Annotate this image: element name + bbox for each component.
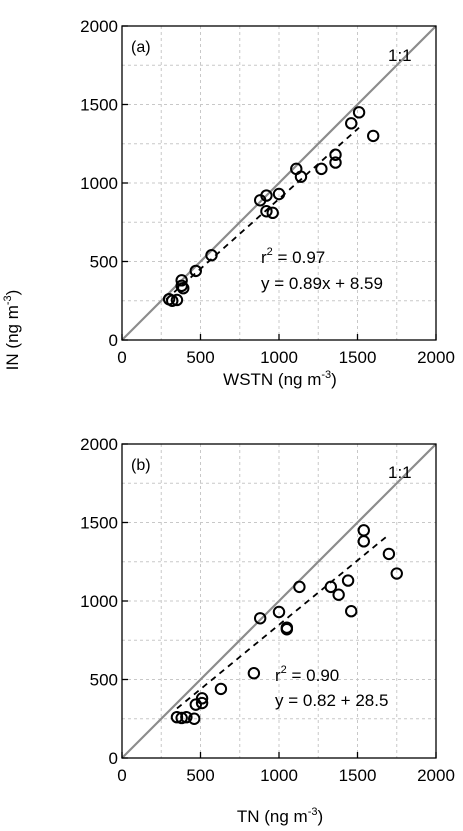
panel-b-identity-line	[121, 443, 437, 759]
panel-a-x-tick-label: 500	[186, 348, 214, 367]
panel-b-data-point	[247, 667, 261, 680]
panel-b-data-point	[390, 567, 403, 580]
panel-b-data-point	[324, 580, 338, 594]
panel-a-x-tick-label: 0	[117, 348, 126, 367]
panel-b-x-axis-label: TN (ng m-3)	[237, 806, 323, 826]
panel-b-x-tick-label: 0	[117, 766, 126, 785]
panel-a-x-tick-label: 1500	[339, 348, 377, 367]
shared-y-axis-label: IN (ng m-3)	[2, 290, 22, 371]
panel-a-y-tick-label: 2000	[80, 17, 118, 36]
panel-b-data-point	[175, 711, 188, 725]
panel-b-tick-labels: 0 500 1000 1500 2000 0 500 1000 1500 2000	[80, 435, 455, 785]
panel-b-y-tick-label: 0	[109, 749, 118, 768]
panel-b-data-point	[357, 535, 370, 548]
panel-a-data-point	[260, 189, 273, 202]
panel-a-y-tick-label: 1500	[80, 96, 118, 115]
panel-a-x-tick-label: 2000	[417, 348, 455, 367]
panel-b-data-point	[214, 682, 228, 696]
panel-b-y-tick-label: 500	[90, 671, 118, 690]
panel-a-data-point	[345, 117, 358, 130]
panel-a: 0 500 1000 1500 2000 0 500 1000 1500 2000 (a) 1:1…	[80, 17, 455, 389]
panel-a-data-point	[352, 106, 366, 119]
panel-a-data-point	[294, 170, 308, 183]
panel-b-x-tick-label: 1500	[339, 766, 377, 785]
shared-y-axis-label-sup: -3	[2, 295, 14, 305]
panel-a-y-tick-label: 500	[90, 253, 118, 272]
panel-b-r2-text: r2 = 0.90	[275, 664, 339, 685]
panel-b-y-tick-label: 1000	[80, 592, 118, 611]
panel-a-data-point	[266, 206, 279, 220]
shared-y-axis-label-tail: )	[3, 290, 22, 296]
panel-b-data-point	[280, 623, 294, 636]
panel-a-r2-text: r2 = 0.97	[261, 246, 325, 267]
panel-b-data-point	[382, 547, 396, 561]
panel-a-tick-labels: 0 500 1000 1500 2000 0 500 1000 1500 2000	[80, 17, 455, 367]
panel-a-equation-text: y = 0.89x + 8.59	[261, 274, 383, 293]
panel-a-data-point	[260, 205, 273, 218]
panel-b-data-point	[357, 524, 370, 537]
panel-a-axes	[121, 25, 437, 341]
panel-b-data-point	[345, 605, 358, 618]
panel-b-points	[170, 524, 403, 725]
panel-b-data-point	[195, 696, 209, 710]
panel-a-data-point	[367, 129, 380, 143]
panel-a-data-point	[329, 148, 342, 161]
panel-a-data-point	[272, 187, 286, 201]
panel-a-data-point	[170, 293, 184, 307]
panel-b-fit-line-group	[176, 533, 390, 710]
panel-b-axes	[121, 443, 437, 759]
panel-a-y-tick-label: 0	[109, 331, 118, 350]
panel-b-data-point	[195, 692, 209, 705]
panel-b-label: (b)	[131, 457, 151, 474]
panel-b-identity-line-group	[121, 443, 437, 759]
shared-y-axis-label-main: IN (ng m	[3, 305, 22, 370]
panel-b-y-tick-label: 1500	[80, 514, 118, 533]
panel-a-data-point	[329, 156, 342, 169]
panel-a-identity-label: 1:1	[388, 46, 412, 65]
panel-a-y-tick-label: 1000	[80, 174, 118, 193]
panel-a-data-point	[177, 281, 190, 295]
panel-b-equation-text: y = 0.82 + 28.5	[275, 691, 388, 710]
panel-b-data-point	[332, 588, 345, 601]
panel-a-label: (a)	[131, 39, 151, 56]
panel-b-y-tick-label: 2000	[80, 435, 118, 454]
panel-a-data-point	[315, 162, 328, 176]
panel-a-data-point	[189, 264, 202, 278]
panel-b-data-point	[293, 580, 306, 594]
panel-a-identity-line-group	[121, 25, 437, 341]
panel-b-grid	[122, 444, 436, 758]
panel-a-identity-line	[121, 25, 437, 341]
panel-b-x-tick-label: 1000	[260, 766, 298, 785]
panel-b-x-tick-label: 2000	[417, 766, 455, 785]
panel-a-points	[162, 106, 380, 307]
panel-b-data-point	[189, 698, 202, 711]
panel-b-fit-line	[176, 533, 390, 710]
panel-b-data-point	[188, 712, 201, 725]
panel-b-data-point	[341, 574, 355, 587]
panel-b-data-point	[253, 612, 267, 625]
panel-b: 0 500 1000 1500 2000 0 500 1000 1500 2000 (b) 1:1…	[80, 435, 455, 826]
panel-a-x-tick-label: 1000	[260, 348, 298, 367]
panel-b-x-tick-label: 500	[186, 766, 214, 785]
panel-b-data-point	[272, 605, 286, 619]
panel-a-data-point	[175, 274, 188, 287]
panel-a-data-point	[166, 294, 179, 307]
panel-a-x-axis-label: WSTN (ng m-3)	[223, 369, 337, 389]
panel-b-identity-label: 1:1	[388, 463, 412, 482]
panel-b-data-point	[180, 710, 193, 724]
panel-a-data-point	[205, 249, 218, 262]
